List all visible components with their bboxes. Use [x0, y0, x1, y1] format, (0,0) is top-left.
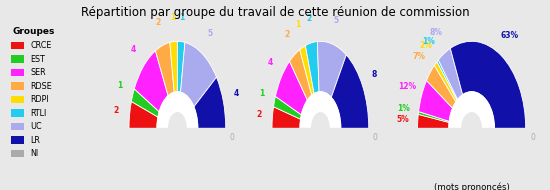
Text: Interventions: Interventions [292, 172, 349, 181]
Text: 4: 4 [234, 89, 239, 98]
Circle shape [449, 92, 494, 165]
Wedge shape [129, 101, 158, 128]
Wedge shape [273, 96, 301, 119]
Text: 5%: 5% [397, 115, 409, 124]
Text: Présents: Présents [159, 172, 196, 181]
Text: 1%: 1% [422, 37, 435, 46]
Circle shape [169, 113, 186, 144]
Bar [105, 128, 250, 185]
Circle shape [157, 92, 197, 165]
Text: 0: 0 [530, 133, 535, 142]
FancyBboxPatch shape [11, 96, 24, 103]
Text: 2: 2 [306, 14, 311, 23]
Text: 63%: 63% [500, 31, 519, 40]
Wedge shape [289, 50, 312, 100]
Text: 1%: 1% [397, 104, 410, 113]
Text: 1: 1 [295, 20, 300, 29]
Wedge shape [438, 48, 463, 100]
Wedge shape [434, 62, 457, 102]
Text: 4: 4 [268, 58, 273, 67]
Text: 2: 2 [256, 110, 262, 119]
Wedge shape [177, 41, 185, 92]
Wedge shape [194, 77, 226, 128]
Text: 1: 1 [259, 89, 264, 98]
Text: RDSE: RDSE [30, 82, 52, 91]
Text: RDPI: RDPI [30, 95, 49, 104]
Text: Répartition par groupe du travail de cette réunion de commission: Répartition par groupe du travail de cet… [81, 6, 469, 19]
FancyBboxPatch shape [11, 42, 24, 49]
Bar [390, 128, 550, 185]
Text: 2: 2 [114, 106, 119, 116]
Ellipse shape [307, 133, 334, 172]
Text: 7%: 7% [412, 52, 425, 61]
FancyBboxPatch shape [11, 109, 24, 117]
Text: 2%: 2% [419, 41, 432, 50]
Wedge shape [419, 112, 449, 123]
Wedge shape [419, 81, 453, 121]
Ellipse shape [456, 133, 487, 172]
Text: 0: 0 [229, 133, 234, 142]
Wedge shape [134, 51, 168, 112]
Wedge shape [317, 41, 346, 97]
Wedge shape [300, 46, 314, 95]
Wedge shape [156, 42, 174, 96]
Wedge shape [437, 60, 458, 100]
Text: 2: 2 [156, 18, 161, 27]
Text: SER: SER [30, 68, 46, 77]
Text: 5: 5 [333, 16, 338, 25]
Text: CRCE: CRCE [30, 41, 52, 50]
Text: RTLI: RTLI [30, 109, 46, 118]
FancyBboxPatch shape [11, 55, 24, 63]
FancyBboxPatch shape [11, 82, 24, 90]
Circle shape [300, 92, 340, 165]
Wedge shape [450, 41, 526, 128]
Text: EST: EST [30, 55, 45, 64]
FancyBboxPatch shape [11, 123, 24, 131]
Text: Groupes: Groupes [13, 27, 56, 36]
Text: 8%: 8% [430, 28, 443, 37]
Text: 1: 1 [170, 13, 175, 22]
FancyBboxPatch shape [11, 150, 24, 158]
Wedge shape [170, 41, 177, 92]
Text: 1: 1 [180, 13, 185, 22]
Wedge shape [180, 42, 217, 107]
Circle shape [312, 113, 329, 144]
Wedge shape [305, 41, 319, 94]
Text: NI: NI [30, 149, 38, 158]
Circle shape [462, 113, 481, 144]
Text: 4: 4 [131, 45, 136, 54]
Text: 0: 0 [372, 133, 377, 142]
Text: Temps de parole
(mots prononcés): Temps de parole (mots prononcés) [434, 172, 509, 190]
Wedge shape [276, 61, 307, 115]
FancyBboxPatch shape [11, 69, 24, 76]
Text: UC: UC [30, 122, 42, 131]
Wedge shape [426, 65, 456, 108]
Ellipse shape [164, 133, 191, 172]
Wedge shape [272, 107, 301, 128]
Wedge shape [417, 114, 449, 128]
Text: LR: LR [30, 136, 40, 145]
Text: 2: 2 [284, 30, 290, 39]
Wedge shape [331, 55, 368, 128]
Text: 8: 8 [372, 70, 377, 79]
Text: 1: 1 [118, 81, 123, 90]
FancyBboxPatch shape [11, 136, 24, 144]
Wedge shape [131, 89, 159, 117]
Text: 5: 5 [207, 29, 212, 38]
Bar [248, 128, 393, 185]
Text: 12%: 12% [399, 82, 417, 91]
